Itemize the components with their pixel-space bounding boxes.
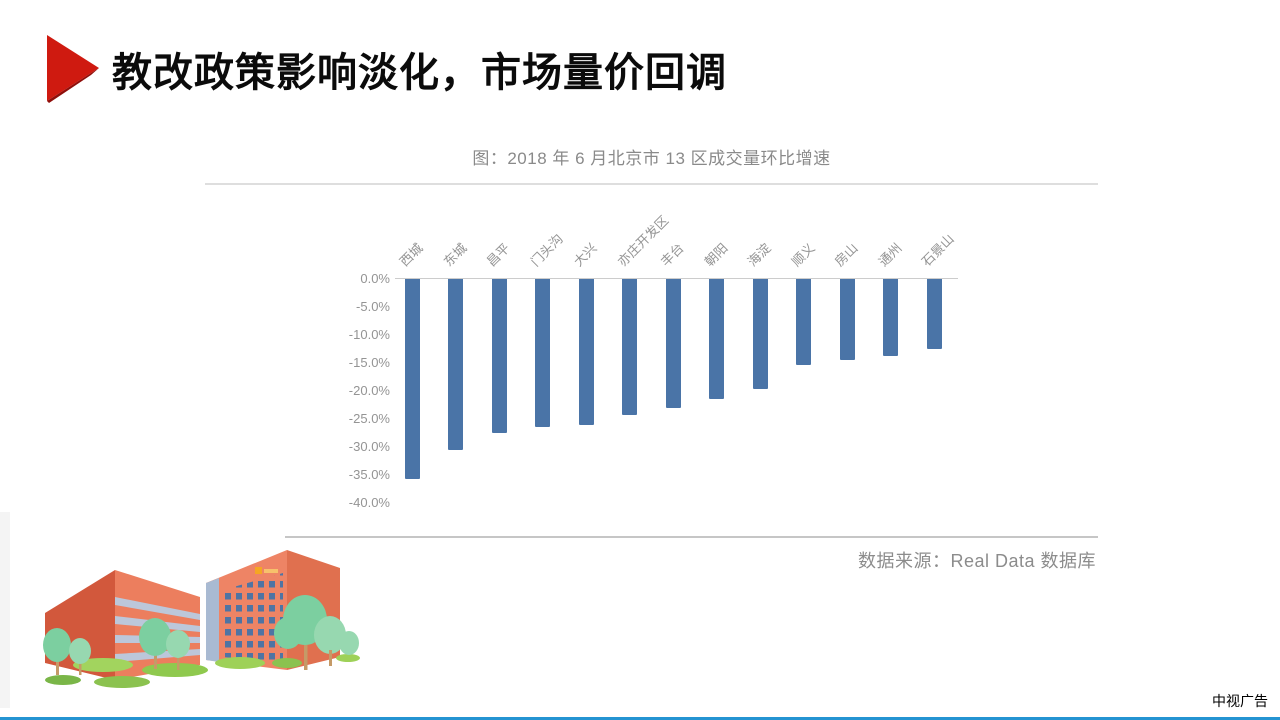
category-label-石景山: 石景山 (918, 231, 957, 270)
bar-东城 (448, 279, 463, 451)
y-axis-tick: -30.0% (348, 439, 390, 454)
category-label-房山: 房山 (831, 240, 861, 270)
category-label-昌平: 昌平 (483, 240, 513, 270)
y-axis-tick: -40.0% (348, 495, 390, 510)
category-label-海淀: 海淀 (744, 240, 774, 270)
chart-top-border (205, 183, 1098, 185)
y-axis-tick: -15.0% (348, 355, 390, 370)
bar-西城 (404, 279, 420, 480)
right-building-glass-strip (206, 578, 219, 662)
y-axis-tick: -25.0% (348, 411, 390, 426)
category-label-通州: 通州 (875, 240, 905, 270)
accent-triangle-icon (47, 35, 99, 103)
y-axis-tick: -10.0% (348, 327, 390, 342)
category-label-大兴: 大兴 (570, 240, 600, 270)
chart-title: 图：2018 年 6 月北京市 13 区成交量环比增速 (472, 149, 831, 168)
left-edge-strip (0, 512, 10, 708)
x-axis-zero-line (395, 278, 958, 279)
right-building-windows (223, 573, 283, 663)
chart-bottom-border (285, 536, 1098, 538)
category-label-丰台: 丰台 (657, 240, 687, 270)
building-logo (255, 567, 262, 574)
bar-昌平 (491, 279, 507, 433)
y-axis-tick: 0.0% (360, 271, 390, 286)
footer-brand-label: 中视广告 (1212, 693, 1268, 709)
y-axis-tick: -35.0% (348, 467, 390, 482)
bottom-accent-line (0, 717, 1280, 720)
category-label-西城: 西城 (396, 240, 426, 270)
trees (43, 595, 359, 675)
bar-门头沟 (535, 279, 550, 427)
bar-亦庄开发区 (622, 279, 637, 415)
bar-通州 (883, 279, 898, 357)
bar-石景山 (926, 279, 942, 349)
y-axis-tick: -5.0% (356, 299, 390, 314)
y-axis-tick: -20.0% (348, 383, 390, 398)
bar-朝阳 (709, 279, 724, 400)
category-label-朝阳: 朝阳 (701, 240, 731, 270)
bar-chart: 图：2018 年 6 月北京市 13 区成交量环比增速 西城 东城 昌平 门头沟 大兴亦… (205, 140, 1098, 585)
bar-顺义 (796, 279, 811, 365)
bar-海淀 (752, 279, 768, 390)
data-source-label: 数据来源：Real Data 数据库 (857, 551, 1096, 571)
category-label-门头沟: 门头沟 (527, 231, 566, 270)
page-title: 教改政策影响淡化，市场量价回调 (112, 50, 727, 95)
office-building-illustration (43, 550, 360, 688)
bar-房山 (839, 279, 855, 361)
category-label-东城: 东城 (440, 240, 470, 270)
bar-大兴 (578, 279, 594, 425)
bar-丰台 (665, 279, 681, 409)
category-label-顺义: 顺义 (788, 240, 818, 270)
